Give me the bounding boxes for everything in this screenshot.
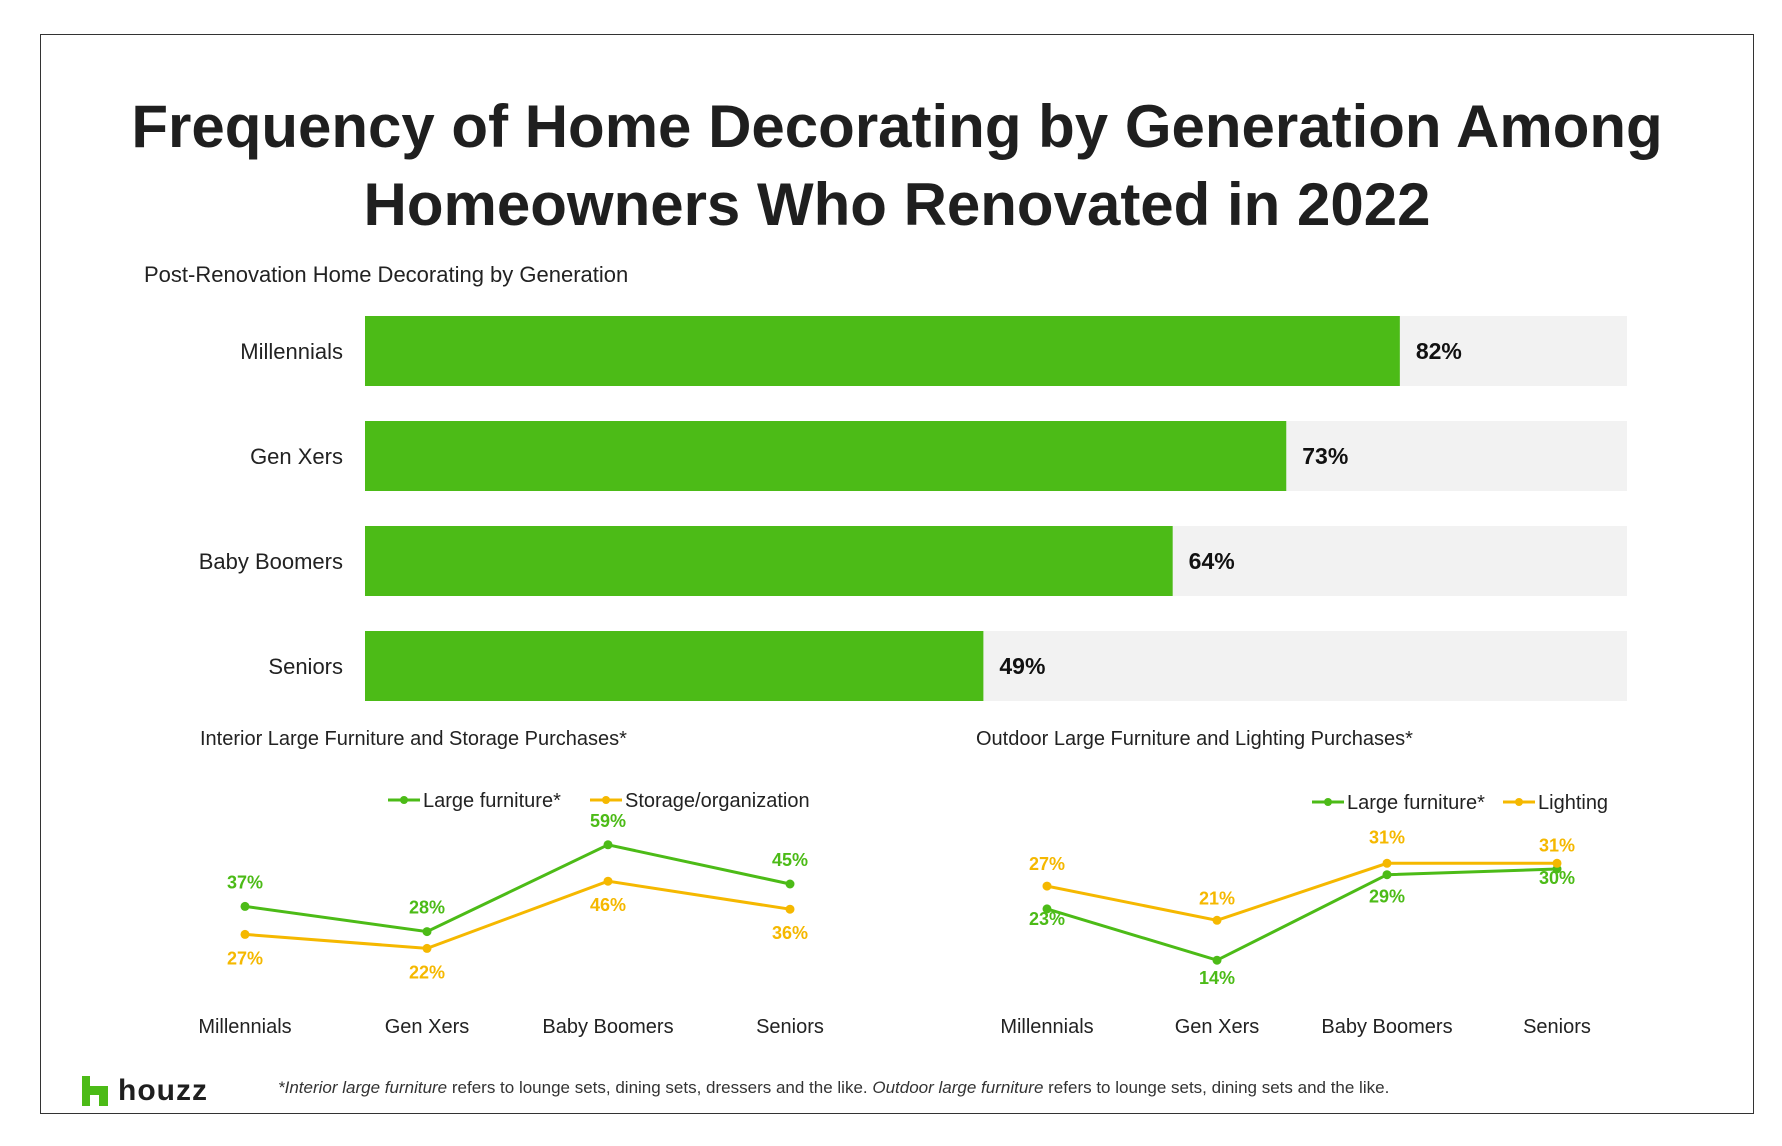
- bar-value-label-gen-xers: 73%: [1302, 443, 1348, 469]
- interior-category-label-0: Millennials: [198, 1016, 291, 1038]
- houzz-logo: houzz: [82, 1074, 208, 1108]
- interior-category-label-3: Seniors: [756, 1016, 824, 1038]
- outdoor-legend-swatch-dot-1: [1515, 798, 1523, 806]
- bar-seniors: [365, 631, 984, 701]
- outdoor-data-label-0-0: 23%: [1029, 909, 1065, 929]
- interior-legend-label-1: Storage/organization: [625, 790, 810, 812]
- bar-category-label-seniors: Seniors: [268, 654, 343, 679]
- title-line-2: Homeowners Who Renovated in 2022: [363, 171, 1431, 238]
- interior-chart-title: Interior Large Furniture and Storage Pur…: [200, 728, 627, 750]
- outdoor-point-1-2: [1382, 858, 1392, 868]
- interior-series-line-1: [244, 879, 791, 950]
- interior-legend-label-0: Large furniture*: [423, 790, 561, 812]
- outdoor-data-label-0-1: 14%: [1199, 968, 1235, 988]
- outdoor-category-label-0: Millennials: [1000, 1016, 1093, 1038]
- outdoor-legend-label-1: Lighting: [1538, 792, 1608, 814]
- interior-series-line-0: [244, 843, 791, 934]
- bar-category-label-millennials: Millennials: [240, 339, 343, 364]
- interior-data-label-0-3: 45%: [772, 850, 808, 870]
- interior-point-0-1: [422, 927, 432, 937]
- outdoor-point-0-2: [1382, 870, 1392, 880]
- bar-value-label-millennials: 82%: [1416, 338, 1462, 364]
- footnote-part2: refers to lounge sets, dining sets, dres…: [447, 1078, 873, 1097]
- bar-category-label-baby-boomers: Baby Boomers: [199, 549, 343, 574]
- outdoor-category-label-3: Seniors: [1523, 1016, 1591, 1038]
- footnote-part3: Outdoor large furniture: [872, 1078, 1044, 1097]
- footnote-part4: refers to lounge sets, dining sets and t…: [1043, 1078, 1390, 1097]
- interior-data-label-1-0: 27%: [227, 948, 263, 968]
- outdoor-data-label-1-2: 31%: [1369, 827, 1405, 847]
- interior-data-label-0-0: 37%: [227, 872, 263, 892]
- outdoor-category-label-1: Gen Xers: [1175, 1016, 1259, 1038]
- footnote: *Interior large furniture refers to loun…: [278, 1078, 1389, 1098]
- interior-category-label-1: Gen Xers: [385, 1016, 469, 1038]
- bar-value-label-seniors: 49%: [999, 653, 1045, 679]
- page-title: Frequency of Home Decorating by Generati…: [40, 88, 1754, 244]
- interior-data-label-0-1: 28%: [409, 898, 445, 918]
- interior-category-label-2: Baby Boomers: [542, 1016, 673, 1038]
- outdoor-point-1-1: [1212, 915, 1222, 925]
- title-line-1: Frequency of Home Decorating by Generati…: [131, 93, 1663, 160]
- interior-point-1-2: [603, 876, 613, 886]
- interior-data-label-0-2: 59%: [590, 811, 626, 831]
- bar-category-label-gen-xers: Gen Xers: [250, 444, 343, 469]
- interior-point-1-1: [422, 943, 432, 953]
- interior-point-1-3: [785, 904, 795, 914]
- bar-gen-xers: [365, 421, 1287, 491]
- outdoor-series-line-1: [1046, 861, 1557, 922]
- interior-legend-swatch-dot-1: [602, 796, 610, 804]
- outdoor-point-1-3: [1552, 858, 1562, 868]
- outdoor-data-label-1-0: 27%: [1029, 854, 1065, 874]
- bar-millennials: [365, 316, 1400, 386]
- interior-point-1-0: [240, 929, 250, 939]
- chart-frame: [40, 34, 1754, 1114]
- outdoor-legend-label-0: Large furniture*: [1347, 792, 1485, 814]
- interior-point-0-0: [240, 901, 250, 911]
- interior-data-label-1-2: 46%: [590, 895, 626, 915]
- bar-value-label-baby-boomers: 64%: [1189, 548, 1235, 574]
- interior-data-label-1-1: 22%: [409, 962, 445, 982]
- outdoor-point-1-0: [1042, 881, 1052, 891]
- outdoor-point-0-0: [1042, 904, 1052, 914]
- interior-point-0-3: [785, 879, 795, 889]
- interior-point-0-2: [603, 840, 613, 850]
- outdoor-data-label-1-1: 21%: [1199, 888, 1235, 908]
- houzz-logo-text: houzz: [118, 1074, 208, 1107]
- interior-data-label-1-3: 36%: [772, 923, 808, 943]
- bar-baby-boomers: [365, 526, 1173, 596]
- outdoor-category-label-2: Baby Boomers: [1321, 1016, 1452, 1038]
- outdoor-data-label-1-3: 31%: [1539, 835, 1575, 855]
- outdoor-series-line-0: [1046, 867, 1558, 962]
- bar-chart-title: Post-Renovation Home Decorating by Gener…: [144, 262, 629, 287]
- outdoor-data-label-0-3: 30%: [1539, 868, 1575, 888]
- outdoor-chart-title: Outdoor Large Furniture and Lighting Pur…: [976, 728, 1413, 750]
- outdoor-data-label-0-2: 29%: [1369, 887, 1405, 907]
- footnote-part1: *Interior large furniture: [278, 1078, 448, 1097]
- outdoor-point-0-1: [1212, 955, 1222, 965]
- outdoor-legend-swatch-dot-0: [1324, 798, 1332, 806]
- houzz-logo-icon: [82, 1076, 108, 1106]
- interior-legend-swatch-dot-0: [400, 796, 408, 804]
